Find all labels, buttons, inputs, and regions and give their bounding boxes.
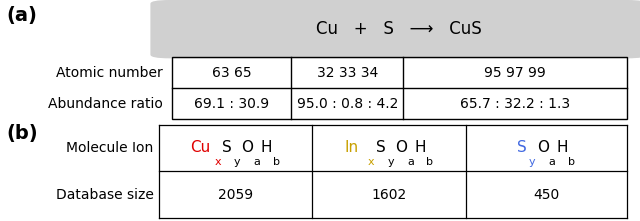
Text: O: O	[241, 140, 253, 155]
Text: 1602: 1602	[371, 188, 407, 202]
Text: b: b	[273, 157, 280, 167]
Text: 95.0 : 0.8 : 4.2: 95.0 : 0.8 : 4.2	[296, 97, 398, 111]
Text: H: H	[261, 140, 273, 155]
Text: 2059: 2059	[218, 188, 253, 202]
Text: x: x	[368, 157, 374, 167]
Text: 63 65: 63 65	[212, 66, 251, 80]
Text: y: y	[529, 157, 536, 167]
Text: H: H	[556, 140, 568, 155]
Text: Molecule Ion: Molecule Ion	[67, 141, 154, 155]
Text: (a): (a)	[6, 6, 37, 25]
Text: S: S	[222, 140, 232, 155]
Text: (b): (b)	[6, 124, 38, 143]
Text: 32 33 34: 32 33 34	[317, 66, 378, 80]
Text: x: x	[214, 157, 221, 167]
Text: O: O	[395, 140, 407, 155]
Text: In: In	[344, 140, 358, 155]
Text: a: a	[548, 157, 556, 167]
Text: a: a	[253, 157, 260, 167]
Text: b: b	[426, 157, 433, 167]
Text: Abundance ratio: Abundance ratio	[49, 97, 163, 111]
Text: Database size: Database size	[56, 188, 154, 202]
Text: S: S	[517, 140, 527, 155]
Text: Cu: Cu	[191, 140, 211, 155]
Text: 65.7 : 32.2 : 1.3: 65.7 : 32.2 : 1.3	[460, 97, 570, 111]
Text: y: y	[234, 157, 241, 167]
Text: Cu   +   S   ⟶   CuS: Cu + S ⟶ CuS	[316, 20, 481, 38]
Text: a: a	[407, 157, 413, 167]
Text: 95 97 99: 95 97 99	[484, 66, 546, 80]
Text: b: b	[568, 157, 575, 167]
Text: O: O	[537, 140, 548, 155]
Text: y: y	[387, 157, 394, 167]
Text: S: S	[376, 140, 385, 155]
Text: H: H	[415, 140, 426, 155]
Text: 450: 450	[533, 188, 560, 202]
FancyBboxPatch shape	[150, 0, 640, 58]
Text: 69.1 : 30.9: 69.1 : 30.9	[194, 97, 269, 111]
Text: Atomic number: Atomic number	[56, 66, 163, 80]
